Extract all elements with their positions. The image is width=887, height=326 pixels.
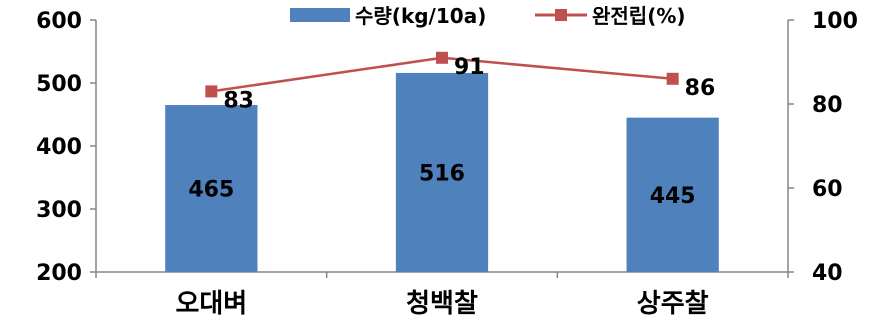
- line-point: [666, 72, 679, 85]
- right-tick-label: 100: [812, 9, 858, 34]
- right-tick-label: 80: [812, 93, 843, 118]
- line-point: [436, 51, 448, 64]
- bar: [165, 105, 258, 272]
- legend: 수량(kg/10a) 완전립(%): [290, 4, 686, 28]
- left-y-axis: 600 500 400 300 200: [36, 9, 96, 286]
- x-axis-tick-marks: [95, 272, 789, 278]
- line-data-label: 86: [685, 76, 716, 101]
- category-labels: 오대벼 청백찰 상주찰: [175, 289, 708, 319]
- bar-data-label: 516: [419, 161, 465, 186]
- line-data-label: 91: [454, 55, 485, 80]
- left-tick-label: 200: [36, 261, 82, 286]
- right-tick-label: 60: [812, 177, 843, 202]
- line-point: [205, 85, 218, 98]
- category-label: 청백찰: [406, 289, 478, 319]
- legend-bar-swatch: [290, 8, 350, 22]
- bar-data-label: 445: [650, 184, 696, 209]
- bar-data-label: 465: [188, 178, 234, 203]
- line-data-label: 83: [223, 88, 254, 113]
- bar: [395, 72, 489, 272]
- legend-line-label: 완전립(%): [592, 4, 686, 28]
- category-label: 상주찰: [637, 289, 709, 319]
- right-tick-label: 40: [812, 261, 843, 286]
- right-y-axis: 100 80 60 40: [788, 9, 858, 286]
- bar: [626, 117, 719, 273]
- left-tick-label: 400: [36, 135, 82, 160]
- category-label: 오대벼: [175, 289, 247, 319]
- bar-series: 465 516 445: [165, 72, 719, 273]
- left-tick-label: 500: [36, 72, 82, 97]
- left-tick-label: 600: [36, 9, 82, 34]
- left-tick-label: 300: [36, 198, 82, 223]
- legend-line-marker: [555, 9, 567, 21]
- line-series: 83 91 86: [205, 51, 716, 113]
- legend-bar-label: 수량(kg/10a): [355, 4, 486, 28]
